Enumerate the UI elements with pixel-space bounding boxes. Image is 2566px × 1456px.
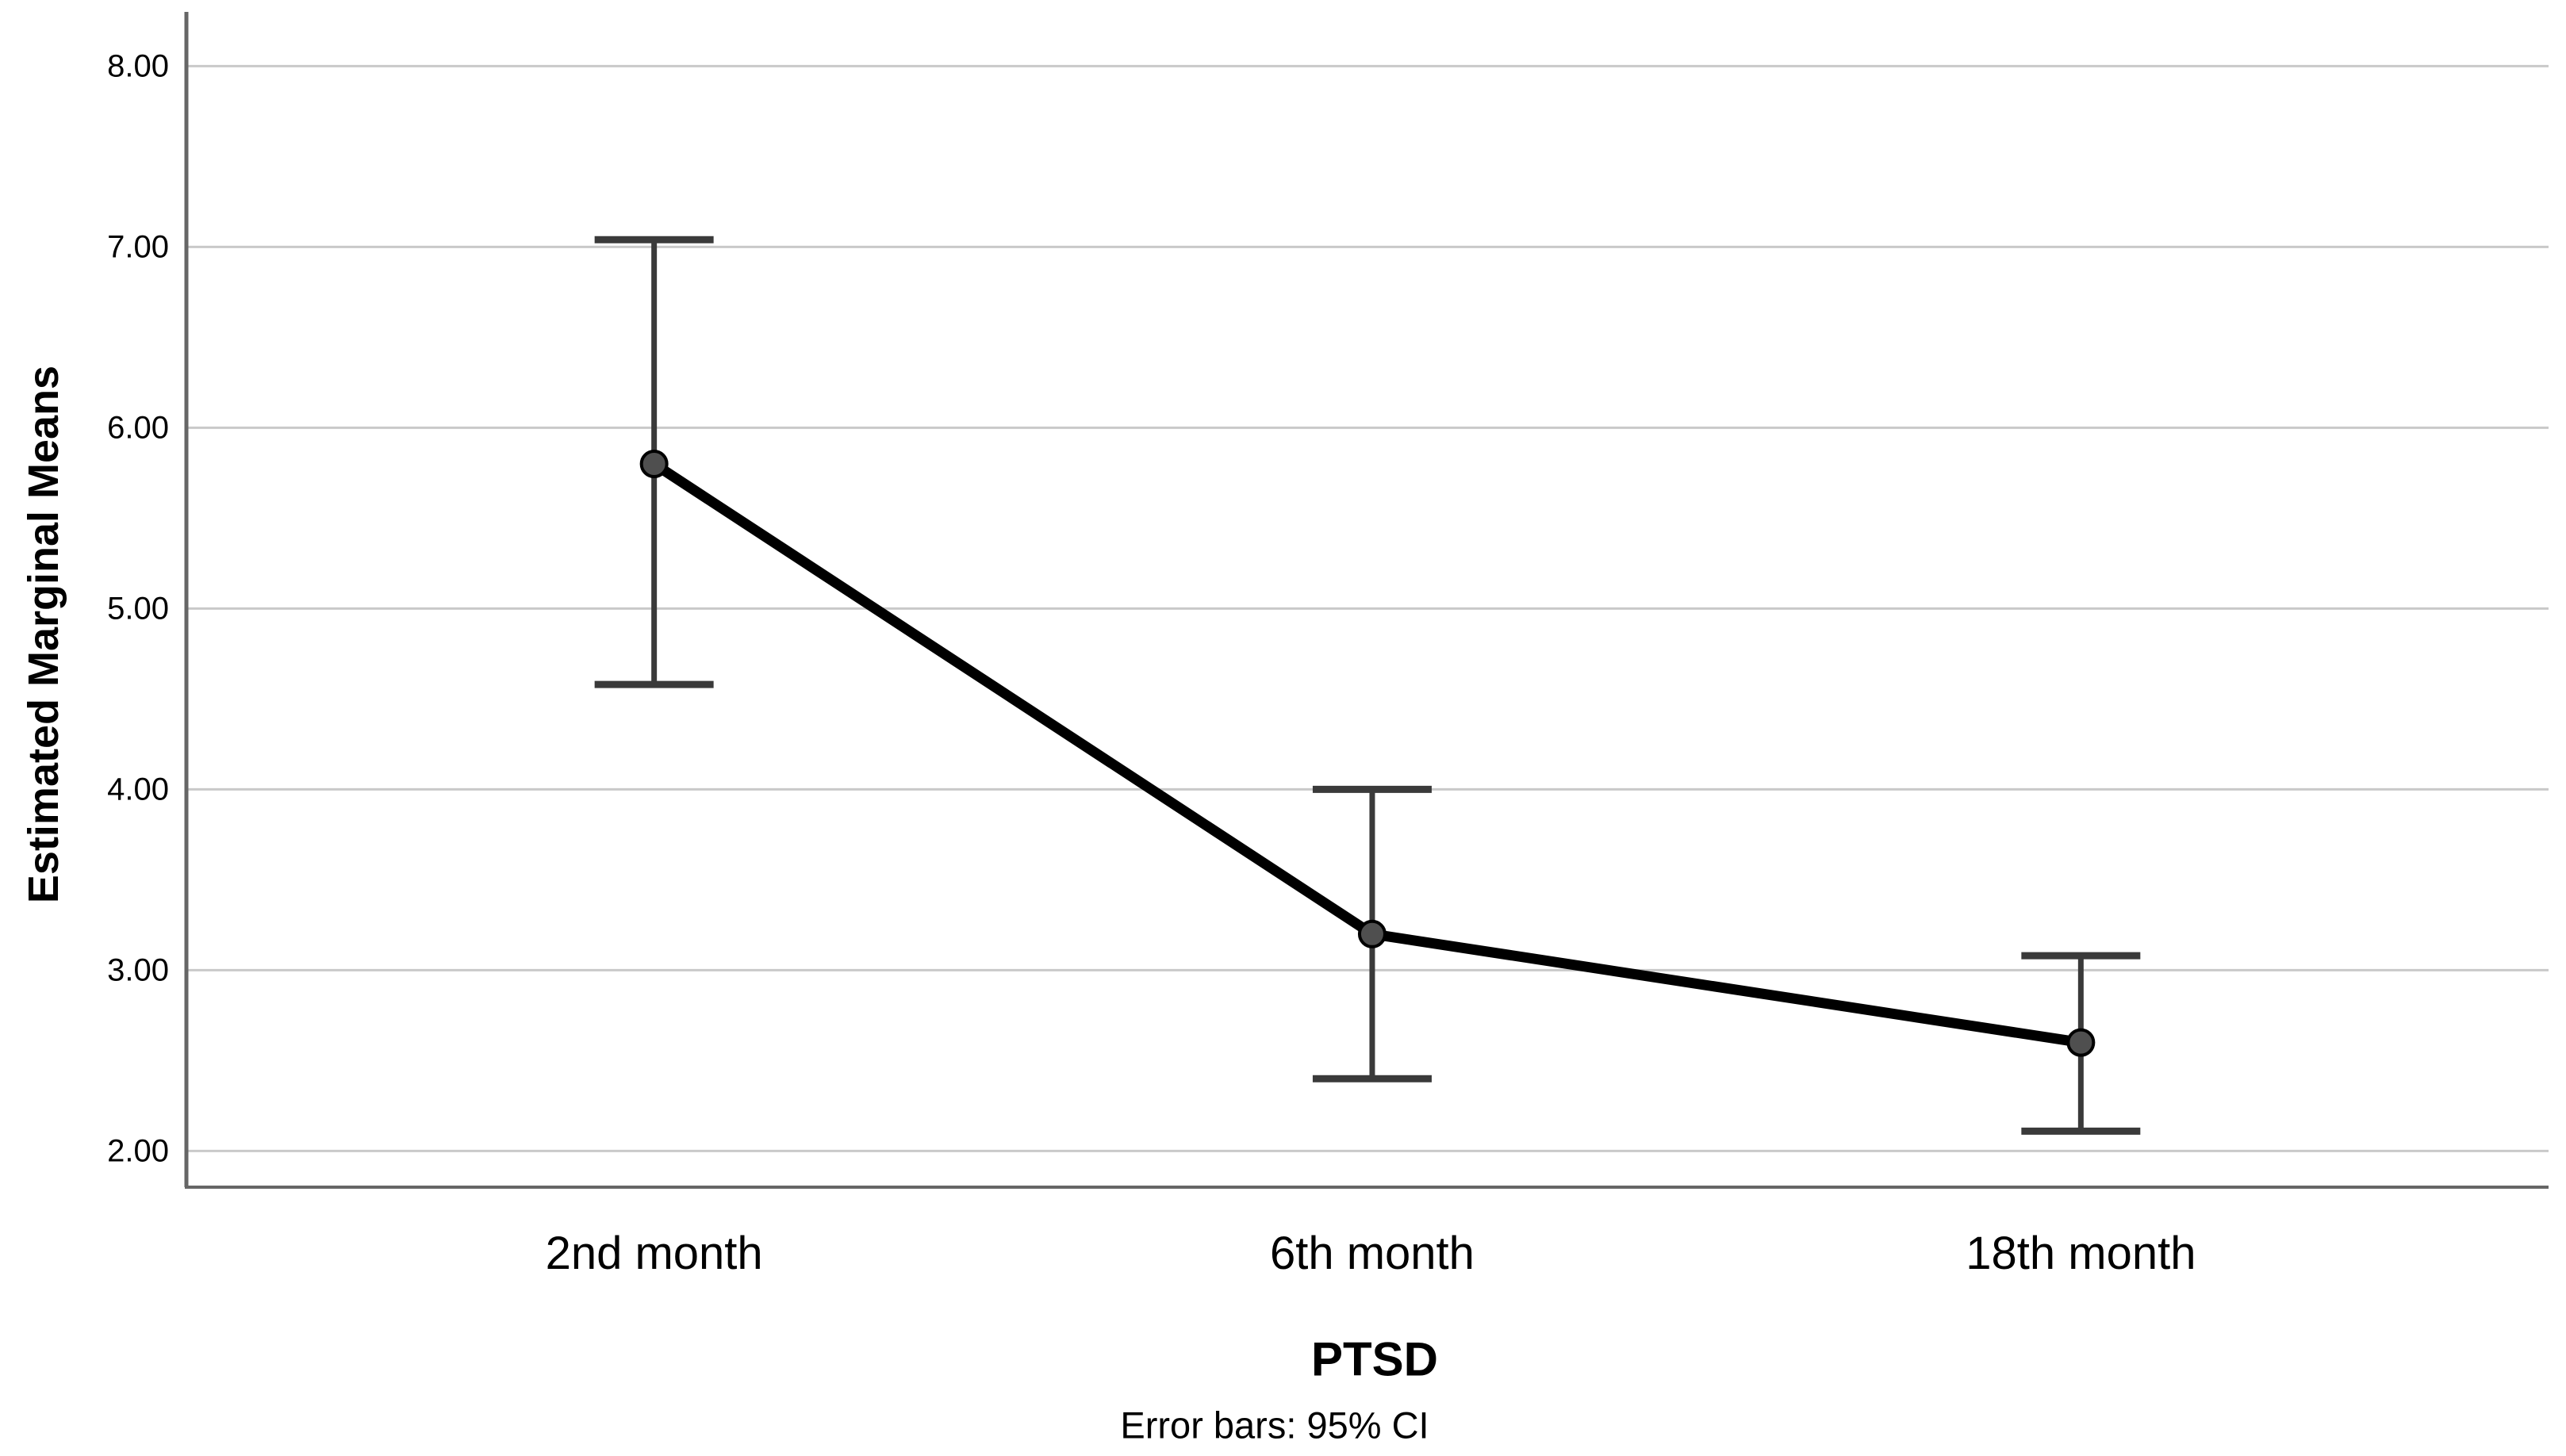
data-point-marker	[1357, 919, 1387, 948]
data-point-marker	[639, 450, 669, 478]
error-bars-caption: Error bars: 95% CI	[1120, 1404, 1429, 1446]
y-tick-label: 7.00	[107, 229, 169, 264]
y-tick-label: 3.00	[107, 952, 169, 987]
y-tick-label: 8.00	[107, 48, 169, 83]
data-point-marker	[2066, 1028, 2096, 1057]
y-tick-label: 6.00	[107, 410, 169, 445]
x-tick-label: 6th month	[1270, 1228, 1475, 1279]
y-tick-label: 5.00	[107, 591, 169, 626]
x-tick-label: 2nd month	[546, 1228, 763, 1279]
x-tick-label: 18th month	[1966, 1228, 2196, 1279]
y-axis-title: Estimated Marginal Means	[20, 365, 67, 904]
y-tick-label: 2.00	[107, 1133, 169, 1168]
y-tick-label: 4.00	[107, 772, 169, 807]
x-axis-title: PTSD	[1310, 1332, 1439, 1386]
trend-line	[649, 458, 2086, 1048]
